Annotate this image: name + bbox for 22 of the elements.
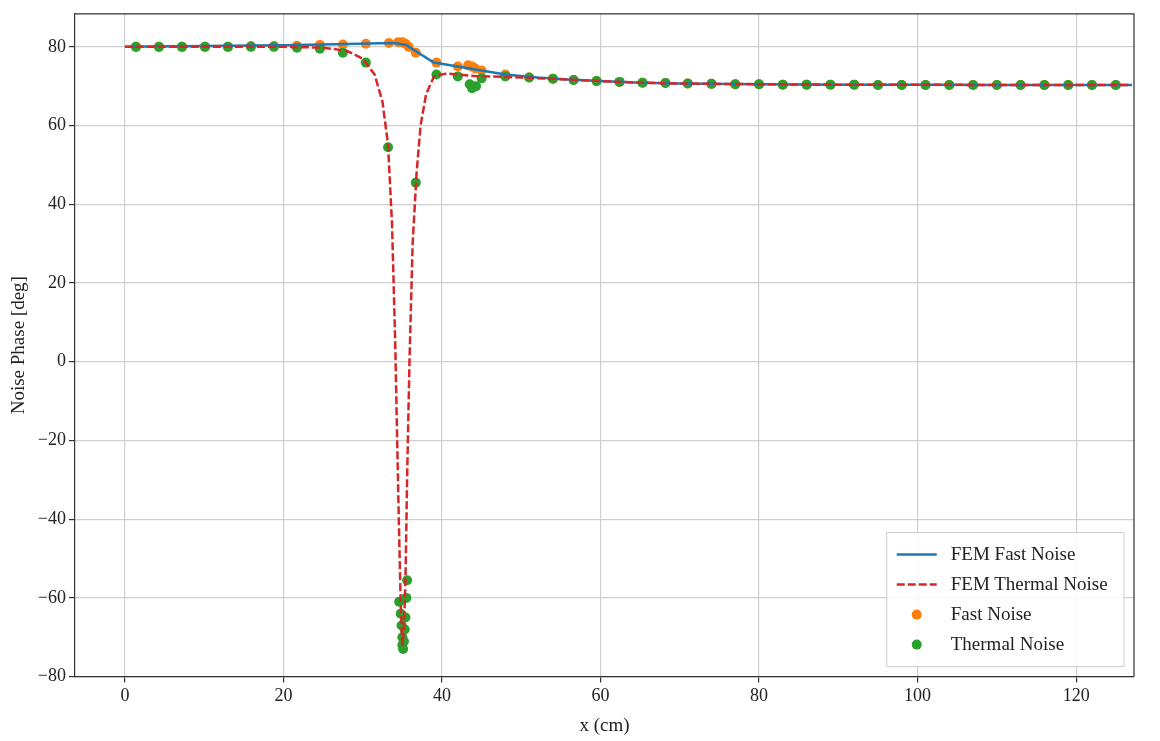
- legend-label: FEM Fast Noise: [950, 542, 1076, 564]
- x-tick-label: 40: [432, 685, 451, 706]
- x-tick-label: 20: [274, 685, 293, 706]
- y-tick-label: 80: [47, 35, 66, 56]
- x-tick-label: 100: [904, 685, 932, 706]
- y-tick-label: 0: [56, 350, 66, 371]
- legend-label: Fast Noise: [950, 602, 1032, 624]
- y-tick-label: −80: [37, 665, 66, 686]
- x-tick-label: 60: [591, 685, 610, 706]
- y-axis-title: Noise Phase [deg]: [7, 276, 29, 415]
- y-tick-label: 20: [47, 271, 66, 292]
- y-tick-label: 40: [47, 193, 66, 214]
- y-tick-label: −60: [37, 586, 66, 607]
- legend-label: FEM Thermal Noise: [950, 572, 1108, 594]
- y-tick-label: 60: [47, 114, 66, 135]
- x-axis-title: x (cm): [579, 713, 630, 736]
- x-tick-label: 0: [120, 685, 130, 706]
- x-tick-label: 120: [1062, 685, 1090, 706]
- x-tick-label: 80: [750, 685, 769, 706]
- y-tick-label: −40: [37, 507, 66, 528]
- y-tick-label: −20: [37, 429, 66, 450]
- legend-label: Thermal Noise: [950, 632, 1065, 654]
